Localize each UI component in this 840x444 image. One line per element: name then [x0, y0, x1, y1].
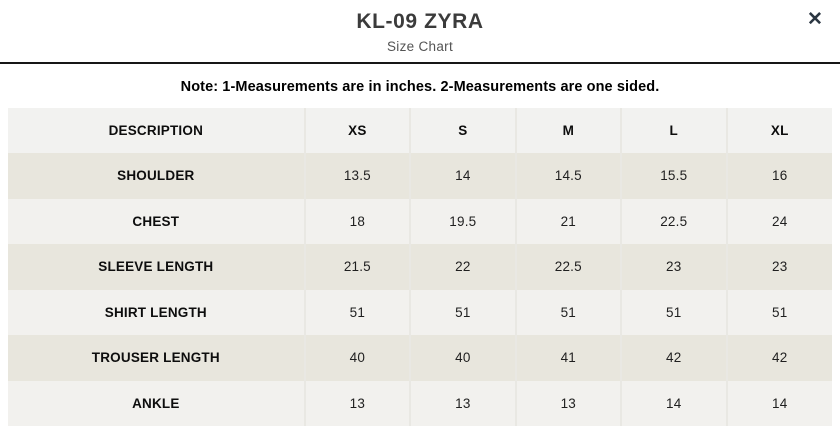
- table-header-row: DESCRIPTION XS S M L XL: [8, 108, 832, 153]
- column-header-size: XL: [725, 108, 832, 153]
- measurement-value: 51: [303, 289, 411, 335]
- table-body: SHOULDER 13.5 14 14.5 15.5 16 CHEST 18 19.5 21 22.…: [8, 153, 832, 426]
- measurement-value: 42: [620, 335, 727, 381]
- row-label: CHEST: [132, 213, 180, 229]
- row-label: SLEEVE LENGTH: [98, 259, 214, 275]
- measurement-value: 13: [303, 380, 411, 426]
- measurement-value: 21: [514, 198, 622, 244]
- measurement-value: 24: [725, 198, 832, 244]
- measurement-value: 23: [725, 244, 832, 290]
- column-header-size: L: [620, 108, 727, 153]
- measurement-value: 22.5: [514, 244, 622, 290]
- measurement-value: 21.5: [303, 244, 411, 290]
- measurement-value: 13.5: [303, 153, 411, 199]
- measurement-value: 41: [514, 335, 622, 381]
- row-label: SHOULDER: [117, 168, 195, 184]
- measurement-value: 51: [409, 289, 516, 335]
- measurement-value: 51: [514, 289, 622, 335]
- table-row: SHIRT LENGTH 51 51 51 51 51: [8, 289, 832, 335]
- measurement-value: 22: [409, 244, 516, 290]
- page-subtitle: Size Chart: [386, 39, 454, 54]
- measurement-value: 14: [409, 153, 516, 199]
- measurement-value: 18: [303, 198, 411, 244]
- measurement-value: 51: [620, 289, 727, 335]
- column-header-size: M: [514, 108, 622, 153]
- measurement-value: 40: [303, 335, 411, 381]
- measurement-value: 19.5: [409, 198, 516, 244]
- measurement-value: 15.5: [620, 153, 727, 199]
- table-row: SHOULDER 13.5 14 14.5 15.5 16: [8, 153, 832, 199]
- measurement-value: 51: [725, 289, 832, 335]
- table-header: DESCRIPTION XS S M L XL: [8, 108, 832, 153]
- table-row: CHEST 18 19.5 21 22.5 24: [8, 198, 832, 244]
- measurement-value: 16: [725, 153, 832, 199]
- column-header-size: S: [409, 108, 516, 153]
- modal-header: KL-09 ZYRA Size Chart ✕: [0, 0, 840, 64]
- table-row: TROUSER LENGTH 40 40 41 42 42: [8, 335, 832, 381]
- row-label: TROUSER LENGTH: [91, 350, 220, 366]
- measurement-value: 14: [725, 380, 832, 426]
- row-label: SHIRT LENGTH: [104, 304, 207, 320]
- table-row: SLEEVE LENGTH 21.5 22 22.5 23 23: [8, 244, 832, 290]
- measurement-value: 23: [620, 244, 727, 290]
- measurement-value: 42: [725, 335, 832, 381]
- page-title: KL-09 ZYRA: [356, 10, 484, 33]
- table-row: ANKLE 13 13 13 14 14: [8, 380, 832, 426]
- measurement-value: 14.5: [514, 153, 622, 199]
- measurement-value: 40: [409, 335, 516, 381]
- measurement-note: Note: 1-Measurements are in inches. 2-Me…: [180, 79, 660, 95]
- measurement-value: 14: [620, 380, 727, 426]
- measurement-value: 13: [409, 380, 516, 426]
- row-label: ANKLE: [132, 395, 180, 411]
- close-icon[interactable]: ✕: [800, 5, 830, 35]
- column-header-description: DESCRIPTION: [108, 123, 204, 138]
- measurement-value: 22.5: [620, 198, 727, 244]
- column-header-size: XS: [303, 108, 411, 153]
- size-chart-table: DESCRIPTION XS S M L XL SHOULDER 13.5 14 14.5 15.…: [8, 108, 832, 426]
- measurement-value: 13: [514, 380, 622, 426]
